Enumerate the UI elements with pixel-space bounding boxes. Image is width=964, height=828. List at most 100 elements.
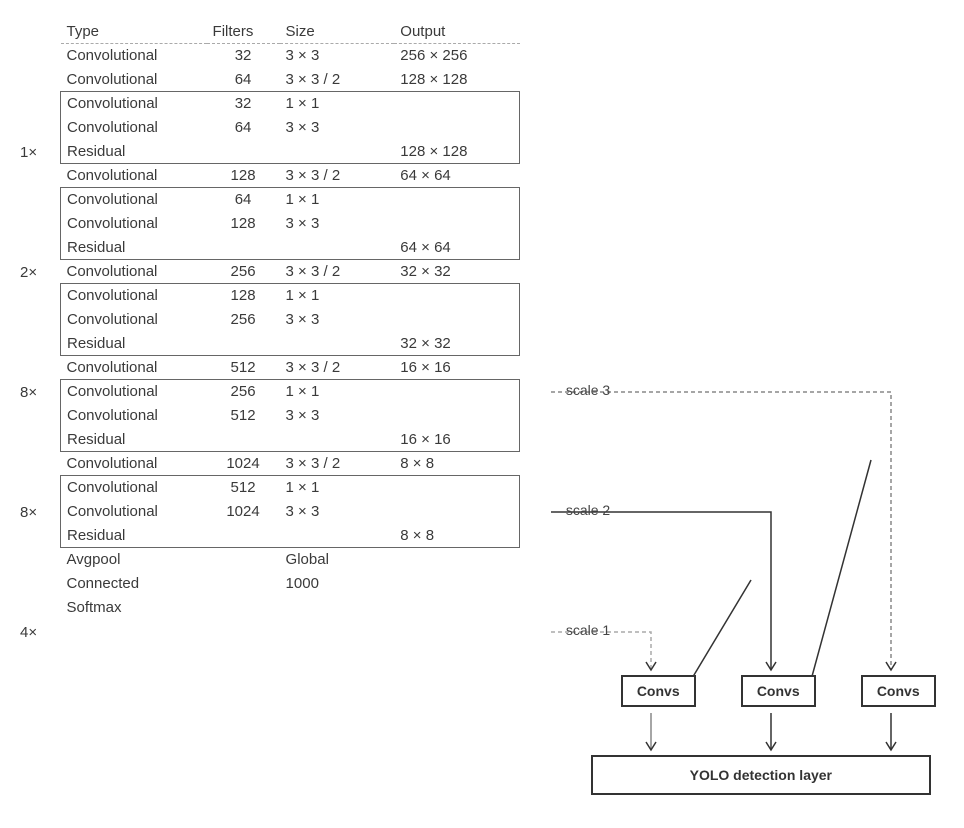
repeat-label: 1× bbox=[20, 144, 37, 161]
cell-filters bbox=[207, 140, 280, 164]
cell-filters: 128 bbox=[207, 212, 280, 236]
cell-filters: 1024 bbox=[207, 452, 280, 476]
cell-output bbox=[394, 308, 519, 332]
cell-type: Convolutional bbox=[61, 284, 207, 308]
repeat-label: 8× bbox=[20, 504, 37, 521]
cell-type: Convolutional bbox=[61, 188, 207, 212]
cell-filters bbox=[207, 524, 280, 548]
cell-size: 3 × 3 / 2 bbox=[280, 452, 395, 476]
cell-size bbox=[280, 236, 395, 260]
cell-filters: 128 bbox=[207, 284, 280, 308]
table-row: Residual 16 × 16 bbox=[61, 428, 520, 452]
cell-type: Residual bbox=[61, 524, 207, 548]
cell-type: Connected bbox=[61, 572, 207, 596]
cell-type: Convolutional bbox=[61, 380, 207, 404]
cell-type: Convolutional bbox=[61, 68, 207, 92]
cell-output: 128 × 128 bbox=[394, 140, 519, 164]
cell-filters: 512 bbox=[207, 404, 280, 428]
cell-output bbox=[394, 212, 519, 236]
table-row: Residual 64 × 64 bbox=[61, 236, 520, 260]
table-row: Convolutional10243 × 3 / 28 × 8 bbox=[61, 452, 520, 476]
header-filters: Filters bbox=[207, 20, 280, 44]
cell-output bbox=[394, 284, 519, 308]
cell-type: Convolutional bbox=[61, 356, 207, 380]
header-output: Output bbox=[394, 20, 519, 44]
cell-filters: 256 bbox=[207, 308, 280, 332]
cell-filters: 32 bbox=[207, 92, 280, 116]
cell-size: 3 × 3 bbox=[280, 44, 395, 68]
cell-type: Convolutional bbox=[61, 452, 207, 476]
cell-size bbox=[280, 524, 395, 548]
cell-output bbox=[394, 404, 519, 428]
table-row: AvgpoolGlobal bbox=[61, 548, 520, 572]
cell-output: 32 × 32 bbox=[394, 260, 519, 284]
cell-output bbox=[394, 476, 519, 500]
cell-filters: 512 bbox=[207, 476, 280, 500]
table-row: Convolutional2563 × 3 bbox=[61, 308, 520, 332]
scale-diagram-region: scale 3scale 2scale 1ConvsConvsConvsYOLO… bbox=[551, 20, 944, 790]
cell-type: Convolutional bbox=[61, 308, 207, 332]
cell-filters bbox=[207, 428, 280, 452]
cell-output: 32 × 32 bbox=[394, 332, 519, 356]
cell-size: 3 × 3 / 2 bbox=[280, 356, 395, 380]
cell-type: Residual bbox=[61, 236, 207, 260]
table-row: Residual 32 × 32 bbox=[61, 332, 520, 356]
cell-filters bbox=[207, 596, 280, 620]
cell-output bbox=[394, 380, 519, 404]
table-row: Softmax bbox=[61, 596, 520, 620]
cell-size: 1000 bbox=[280, 572, 395, 596]
cell-size: 3 × 3 / 2 bbox=[280, 260, 395, 284]
table-row: Convolutional10243 × 3 bbox=[61, 500, 520, 524]
cell-output: 16 × 16 bbox=[394, 356, 519, 380]
cell-output: 16 × 16 bbox=[394, 428, 519, 452]
header-type: Type bbox=[61, 20, 207, 44]
cell-output: 256 × 256 bbox=[394, 44, 519, 68]
cell-filters bbox=[207, 572, 280, 596]
cell-size: 1 × 1 bbox=[280, 92, 395, 116]
table-row: Residual 8 × 8 bbox=[61, 524, 520, 548]
cell-type: Convolutional bbox=[61, 404, 207, 428]
table-row: Convolutional1283 × 3 bbox=[61, 212, 520, 236]
cell-output: 128 × 128 bbox=[394, 68, 519, 92]
repeat-label: 8× bbox=[20, 384, 37, 401]
cell-size: 3 × 3 / 2 bbox=[280, 164, 395, 188]
cell-filters bbox=[207, 236, 280, 260]
cell-size: 1 × 1 bbox=[280, 284, 395, 308]
cell-filters: 1024 bbox=[207, 500, 280, 524]
cell-output: 64 × 64 bbox=[394, 236, 519, 260]
cell-output bbox=[394, 188, 519, 212]
cell-output: 8 × 8 bbox=[394, 524, 519, 548]
cell-output bbox=[394, 116, 519, 140]
cell-filters: 256 bbox=[207, 380, 280, 404]
cell-type: Convolutional bbox=[61, 116, 207, 140]
cell-filters: 64 bbox=[207, 68, 280, 92]
table-row: Residual 128 × 128 bbox=[61, 140, 520, 164]
cell-size: Global bbox=[280, 548, 395, 572]
conv-box: Convs bbox=[621, 675, 696, 707]
cell-size bbox=[280, 596, 395, 620]
cell-size: 3 × 3 bbox=[280, 500, 395, 524]
cell-type: Convolutional bbox=[61, 212, 207, 236]
cell-size: 3 × 3 bbox=[280, 404, 395, 428]
repeat-label: 4× bbox=[20, 624, 37, 641]
table-row: Convolutional5121 × 1 bbox=[61, 476, 520, 500]
table-header-row: Type Filters Size Output bbox=[61, 20, 520, 44]
cell-type: Convolutional bbox=[61, 92, 207, 116]
header-size: Size bbox=[280, 20, 395, 44]
cell-type: Convolutional bbox=[61, 44, 207, 68]
cell-size bbox=[280, 428, 395, 452]
table-row: Convolutional2561 × 1 bbox=[61, 380, 520, 404]
cell-type: Residual bbox=[61, 428, 207, 452]
cell-type: Convolutional bbox=[61, 476, 207, 500]
cell-size: 3 × 3 bbox=[280, 308, 395, 332]
cell-type: Residual bbox=[61, 140, 207, 164]
cell-type: Residual bbox=[61, 332, 207, 356]
cell-output bbox=[394, 572, 519, 596]
cell-filters: 64 bbox=[207, 116, 280, 140]
cell-size: 1 × 1 bbox=[280, 188, 395, 212]
cell-filters: 32 bbox=[207, 44, 280, 68]
cell-output bbox=[394, 500, 519, 524]
cell-type: Convolutional bbox=[61, 500, 207, 524]
table-row: Convolutional1283 × 3 / 264 × 64 bbox=[61, 164, 520, 188]
table-row: Convolutional643 × 3 / 2128 × 128 bbox=[61, 68, 520, 92]
